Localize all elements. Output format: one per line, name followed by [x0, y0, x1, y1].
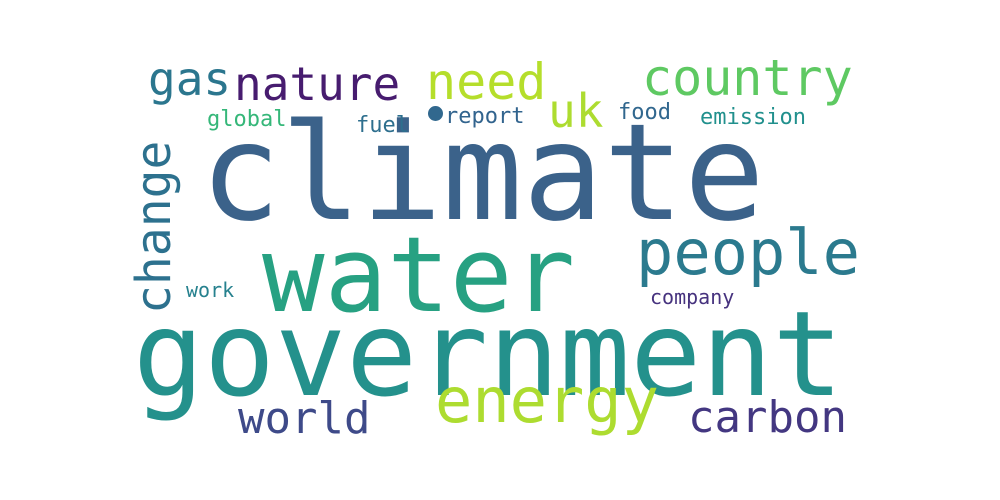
word-fuel: fuel: [356, 113, 409, 138]
word-nature: nature: [234, 57, 401, 111]
word-water: water: [262, 214, 576, 336]
word-work: work: [186, 278, 235, 302]
word-global: global: [207, 107, 287, 132]
word-report: report: [445, 104, 525, 129]
word-people: people: [636, 216, 860, 289]
word-uk: uk: [548, 84, 604, 138]
word-government: government: [133, 285, 844, 423]
word-company: company: [650, 285, 735, 309]
dot-mark: [428, 106, 443, 121]
word-gas: gas: [148, 52, 232, 106]
word-need: need: [426, 53, 547, 111]
word-carbon: carbon: [688, 392, 847, 443]
word-emission: emission: [700, 105, 806, 130]
word-change: change: [126, 140, 182, 314]
word-country: country: [642, 49, 853, 107]
word-climate: climate: [200, 95, 765, 251]
word-food: food: [618, 100, 671, 125]
word-energy: energy: [435, 364, 659, 437]
word-world: world: [238, 393, 371, 444]
